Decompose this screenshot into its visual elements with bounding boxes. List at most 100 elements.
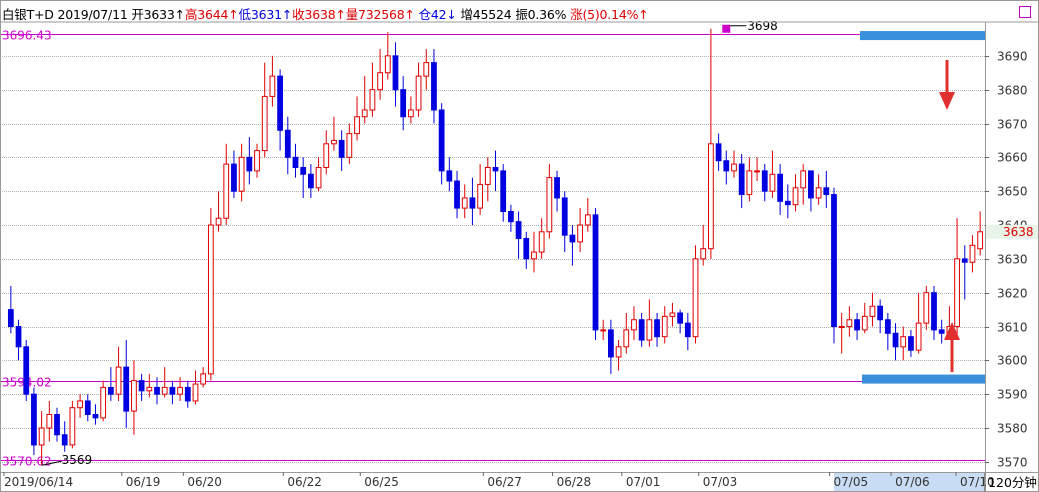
candle: [192, 370, 199, 405]
current-price-label: 3638: [1003, 225, 1034, 239]
candle: [769, 150, 776, 198]
candle: [477, 164, 483, 215]
candle: [808, 170, 814, 212]
candle: [800, 164, 807, 205]
candle-body: [138, 380, 145, 392]
candle: [331, 116, 337, 151]
candle-body: [369, 89, 376, 111]
candle: [469, 177, 476, 226]
candle: [761, 164, 768, 202]
candle-body: [246, 156, 253, 172]
candle-body: [915, 322, 922, 351]
candle: [831, 187, 837, 344]
candle: [884, 312, 891, 351]
candle: [531, 231, 537, 273]
candle: [915, 292, 922, 354]
candle-body: [969, 244, 976, 263]
candle: [15, 319, 22, 361]
candle-body: [284, 129, 291, 158]
y-tick-label: 3580: [997, 422, 1028, 436]
candle-body: [931, 292, 937, 331]
candle-body: [100, 386, 107, 419]
candle: [592, 208, 599, 341]
candle: [554, 170, 560, 212]
candle: [523, 231, 530, 269]
candle: [846, 306, 853, 337]
y-tick-label: 3670: [997, 118, 1028, 132]
candle: [684, 312, 691, 351]
candle: [154, 377, 160, 405]
candle-body: [92, 413, 99, 419]
candle-body: [761, 170, 768, 192]
candle: [184, 380, 191, 408]
candle-body: [231, 163, 237, 192]
amplitude: 振0.36%: [515, 7, 567, 22]
indicator-toggle-icon[interactable]: [1019, 6, 1031, 18]
candle: [892, 323, 899, 361]
candle-body: [292, 156, 299, 168]
low-price: 低3631↑: [238, 7, 293, 22]
quote-date: 2019/07/11: [57, 7, 128, 22]
y-tick-label: 3630: [997, 253, 1028, 267]
candle: [61, 421, 68, 452]
candle-body: [692, 258, 699, 338]
candle: [515, 211, 522, 259]
candle: [84, 394, 91, 422]
period-selector[interactable]: 120分钟: [984, 473, 1039, 492]
candle: [623, 312, 630, 354]
candle-body: [523, 238, 530, 260]
candle-body: [738, 163, 745, 196]
candle-body: [646, 319, 653, 341]
candle-body: [38, 427, 45, 446]
price-level-label: 3570.62: [2, 455, 52, 469]
current-price-tag: 3638: [986, 224, 1038, 239]
candle-body: [254, 150, 260, 172]
candle: [23, 340, 30, 401]
candle: [431, 49, 437, 124]
candle: [661, 306, 668, 344]
x-tick-label: 2019/06/14: [4, 475, 73, 489]
candle: [415, 62, 422, 117]
candle: [723, 150, 730, 185]
candle-body: [277, 75, 283, 131]
candle: [323, 130, 330, 175]
candle: [492, 150, 499, 192]
candle-body: [869, 305, 876, 317]
x-tick-label: 07/03: [703, 475, 738, 489]
price-level-label: 3696.43: [2, 29, 52, 43]
candle-body: [23, 346, 30, 395]
candle: [177, 377, 183, 401]
candle-body: [492, 166, 499, 172]
grid: [0, 56, 985, 463]
candle: [608, 319, 614, 374]
candle: [269, 55, 276, 107]
x-tick-label: 06/28: [557, 475, 592, 489]
candle: [392, 42, 399, 107]
candle: [400, 76, 407, 131]
candle-body: [631, 319, 637, 331]
candle-body: [877, 305, 884, 321]
candle: [631, 306, 637, 341]
close-price: 收3638↑: [292, 7, 346, 22]
x-tick-label: 06/22: [287, 475, 322, 489]
candle: [977, 211, 984, 256]
candle-body: [454, 180, 460, 209]
candle: [46, 400, 53, 442]
candle-body: [723, 160, 730, 172]
candle: [7, 285, 14, 334]
candle-body: [654, 319, 660, 338]
candle: [315, 157, 322, 192]
candle: [677, 309, 684, 334]
candle-body: [815, 187, 822, 199]
candle: [938, 319, 945, 344]
x-tick-label: 07/05: [834, 475, 869, 489]
candle-body: [546, 177, 553, 233]
candle: [908, 329, 914, 357]
candle: [292, 143, 299, 178]
candle-body: [838, 326, 845, 329]
candle: [300, 157, 307, 198]
candle-body: [338, 139, 345, 158]
candle: [654, 312, 660, 347]
candle-body: [569, 234, 576, 243]
x-tick-label: 06/25: [364, 475, 399, 489]
